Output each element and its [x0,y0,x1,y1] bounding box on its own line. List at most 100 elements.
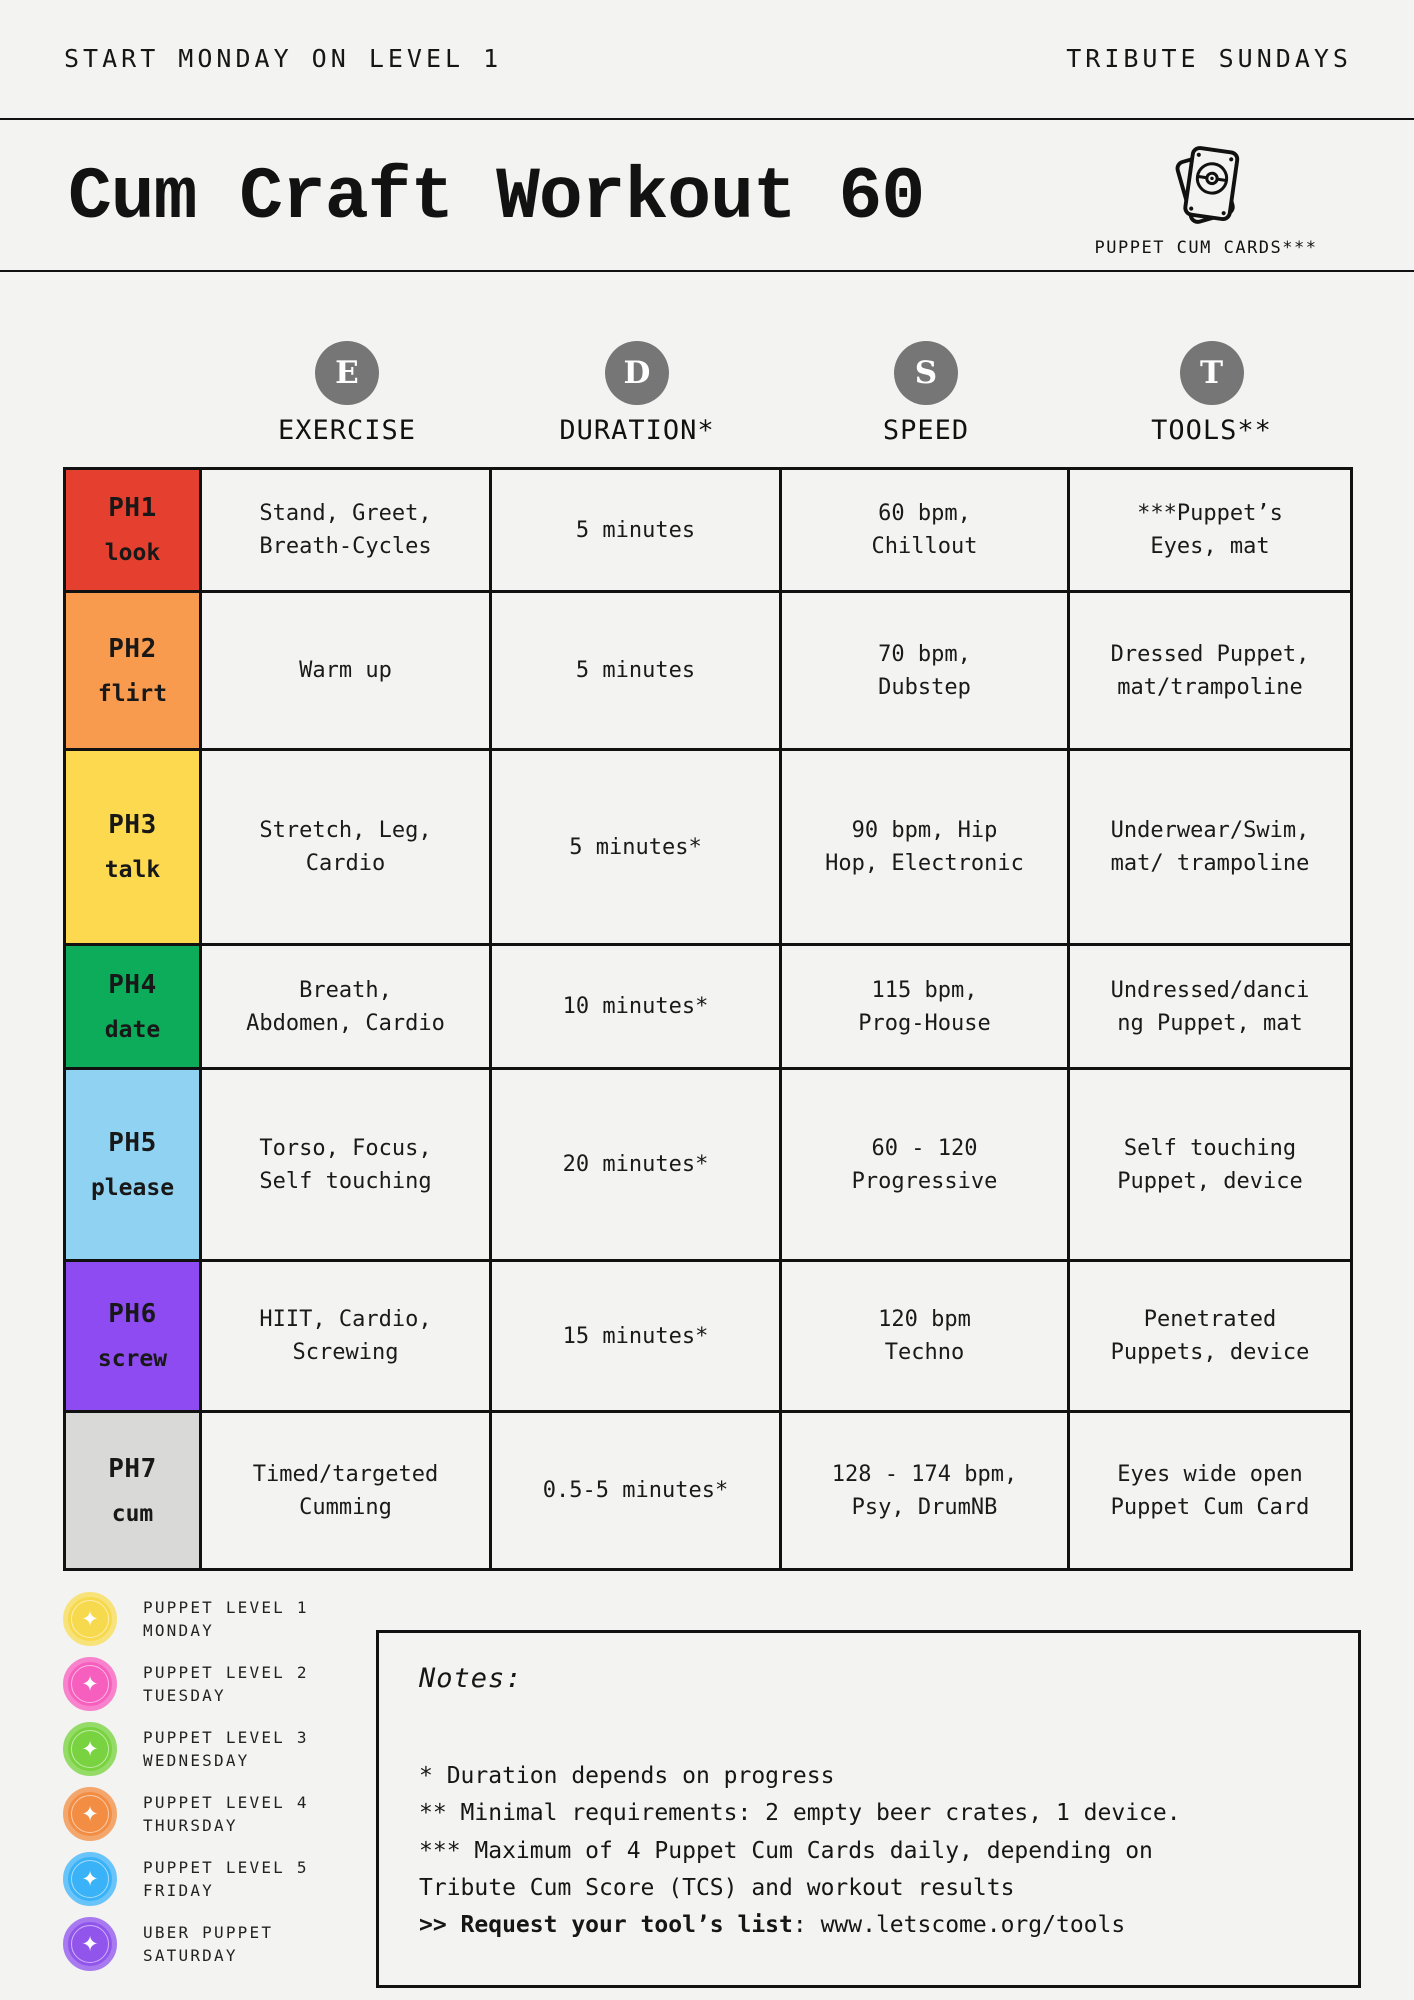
column-label-exercise: EXERCISE [277,415,417,446]
legend-label: PUPPET LEVEL 1 [143,1597,309,1617]
phase-code: PH1 [108,493,157,524]
topbar-right-note: TRIBUTE SUNDAYS [1066,44,1352,73]
cards-block: PUPPET CUM CARDS*** [1086,136,1326,258]
sparkle-icon: ✦ [81,1801,99,1826]
legend-item: ✦ PUPPET LEVEL 3 WEDNESDAY [63,1722,309,1776]
level-coin-icon: ✦ [63,1592,117,1646]
phase-name: flirt [97,680,168,707]
column-label-duration: DURATION* [559,415,715,446]
phase-name: talk [104,857,161,884]
tools-cell: Undressed/danci ng Puppet, mat [1070,946,1350,1067]
notes-request-bold: >> Request your tool’s list [419,1912,793,1938]
sparkle-icon: ✦ [81,1736,99,1761]
trading-cards-icon [1175,146,1240,224]
level-legend: ✦ PUPPET LEVEL 1 MONDAY ✦ PUPPET LEVEL 2 T… [63,1592,309,1982]
column-header-duration: D DURATION* [492,341,782,446]
legend-label: PUPPET LEVEL 5 [143,1857,309,1877]
speed-cell: 70 bpm, Dubstep [782,593,1067,748]
phase-code: PH7 [108,1453,157,1484]
legend-item: ✦ PUPPET LEVEL 1 MONDAY [63,1592,309,1646]
legend-item: ✦ PUPPET LEVEL 4 THURSDAY [63,1787,309,1841]
legend-day: FRIDAY [143,1881,214,1900]
column-header-speed: S SPEED [782,341,1070,446]
speed-cell: 90 bpm, Hip Hop, Electronic [782,751,1067,943]
exercise-cell: Torso, Focus, Self touching [202,1070,489,1259]
page-title: Cum Craft Workout 60 [68,156,925,239]
speed-cell: 128 - 174 bpm, Psy, DrumNB [782,1413,1067,1568]
legend-day: TUESDAY [143,1686,226,1705]
phase-code: PH5 [108,1127,157,1158]
speed-cell: 60 - 120 Progressive [782,1070,1067,1259]
duration-cell: 5 minutes* [492,751,779,943]
tools-cell: Eyes wide open Puppet Cum Card [1070,1413,1350,1568]
exercise-cell: Timed/targeted Cumming [202,1413,489,1568]
sparkle-icon: ✦ [81,1606,99,1631]
duration-cell: 10 minutes* [492,946,779,1067]
tools-cell: Penetrated Puppets, device [1070,1262,1350,1410]
phase-cell: PH4 date [66,946,199,1067]
exercise-badge-icon: E [315,341,379,405]
phase-name: date [104,1016,161,1043]
phase-name: screw [97,1346,168,1373]
level-coin-icon: ✦ [63,1657,117,1711]
exercise-cell: Stretch, Leg, Cardio [202,751,489,943]
notes-request-line: >> Request your tool’s list: www.letscom… [419,1907,1328,1944]
phase-cell: PH7 cum [66,1413,199,1568]
legend-day: THURSDAY [143,1816,238,1835]
column-header-tools: T TOOLS** [1070,341,1353,446]
duration-cell: 15 minutes* [492,1262,779,1410]
phase-name: please [90,1174,175,1201]
topbar-left-note: START MONDAY ON LEVEL 1 [64,44,503,73]
workout-table: PH1 look Stand, Greet, Breath-Cycles 5 m… [63,467,1353,1571]
phase-name: cum [111,1500,154,1527]
column-label-tools: TOOLS** [1151,415,1272,446]
phase-cell: PH1 look [66,470,199,590]
top-bar: START MONDAY ON LEVEL 1 TRIBUTE SUNDAYS [0,0,1414,120]
column-header-spacer [63,341,202,446]
sparkle-icon: ✦ [81,1931,99,1956]
legend-day: WEDNESDAY [143,1751,250,1770]
column-header-exercise: E EXERCISE [202,341,492,446]
masthead: Cum Craft Workout 60 PUPPET CUM CARDS* [0,122,1414,272]
duration-cell: 5 minutes [492,470,779,590]
sparkle-icon: ✦ [81,1866,99,1891]
phase-cell: PH2 flirt [66,593,199,748]
legend-day: SATURDAY [143,1946,238,1965]
level-coin-icon: ✦ [63,1917,117,1971]
phase-cell: PH6 screw [66,1262,199,1410]
tools-cell: Dressed Puppet, mat/trampoline [1070,593,1350,748]
speed-cell: 120 bpm Techno [782,1262,1067,1410]
phase-code: PH3 [108,810,157,841]
level-coin-icon: ✦ [63,1787,117,1841]
tools-badge-icon: T [1179,341,1244,405]
duration-cell: 20 minutes* [492,1070,779,1259]
column-headers: E EXERCISE D DURATION* S SPEED T TOOLS** [63,341,1353,446]
exercise-cell: Stand, Greet, Breath-Cycles [202,470,489,590]
tools-cell: ***Puppet’s Eyes, mat [1070,470,1350,590]
notes-request-url: : www.letscome.org/tools [792,1912,1126,1938]
speed-cell: 60 bpm, Chillout [782,470,1067,590]
phase-code: PH2 [108,633,157,664]
phase-name: look [104,540,161,567]
legend-item: ✦ UBER PUPPET SATURDAY [63,1917,309,1971]
phase-code: PH6 [108,1299,157,1330]
duration-cell: 0.5-5 minutes* [492,1413,779,1568]
exercise-cell: HIIT, Cardio, Screwing [202,1262,489,1410]
exercise-cell: Warm up [202,593,489,748]
legend-label: PUPPET LEVEL 2 [143,1662,309,1682]
phase-cell: PH3 talk [66,751,199,943]
tools-cell: Underwear/Swim, mat/ trampoline [1070,751,1350,943]
phase-cell: PH5 please [66,1070,199,1259]
legend-item: ✦ PUPPET LEVEL 5 FRIDAY [63,1852,309,1906]
legend-label: UBER PUPPET [143,1922,274,1942]
exercise-cell: Breath, Abdomen, Cardio [202,946,489,1067]
notes-box: Notes: * Duration depends on progress **… [376,1630,1361,1988]
sparkle-icon: ✦ [81,1671,99,1696]
tools-cell: Self touching Puppet, device [1070,1070,1350,1259]
level-coin-icon: ✦ [63,1722,117,1776]
speed-cell: 115 bpm, Prog-House [782,946,1067,1067]
level-coin-icon: ✦ [63,1852,117,1906]
legend-label: PUPPET LEVEL 4 [143,1792,309,1812]
column-label-speed: SPEED [882,415,970,446]
